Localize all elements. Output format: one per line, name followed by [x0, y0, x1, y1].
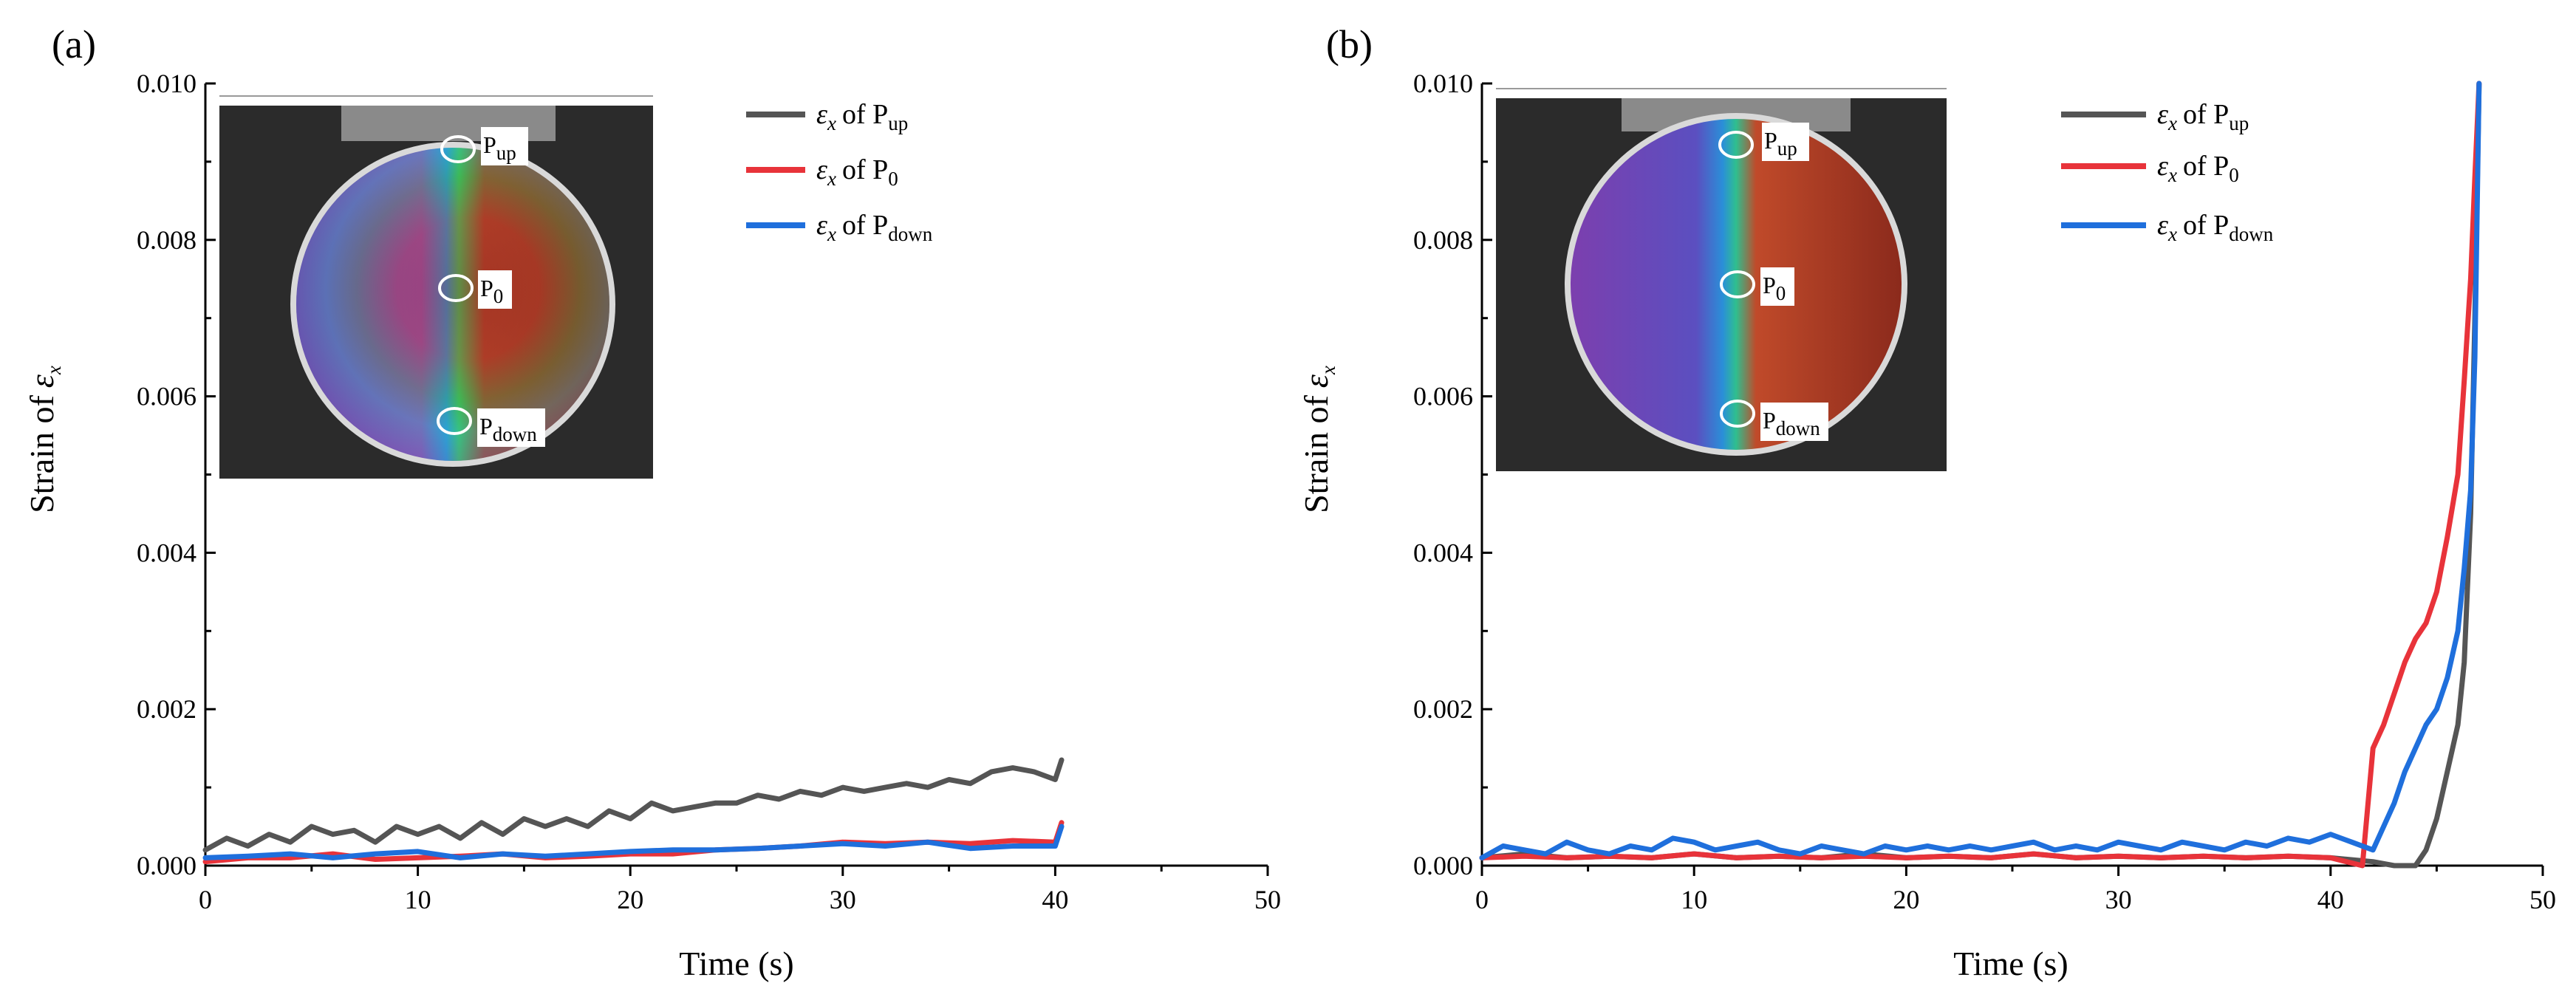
panel-label: (a) [52, 22, 96, 66]
y-tick-label: 0.008 [1413, 225, 1473, 255]
y-axis-title: Strain ofεx [23, 366, 65, 513]
x-axis-title: Time (s) [679, 945, 794, 982]
legend: εx of Pup εx of P0 εx of Pdown [746, 99, 933, 245]
svg-text:Pup: Pup [1764, 127, 1797, 160]
inset-marker-0: P0 [438, 270, 512, 309]
y-tick-label: 0.006 [1413, 382, 1473, 411]
y-tick-label: 0.000 [137, 851, 197, 880]
y-tick-label: 0.002 [1413, 694, 1473, 724]
inset-marker-up: Pup [1718, 123, 1809, 161]
legend-item-0: εx of P0 [746, 154, 898, 190]
y-tick-label: 0.006 [137, 382, 197, 411]
plot-area-b: 0.000 0.002 0.004 0.006 0.008 0.010 0 10 20 30 40 5… [1413, 69, 2556, 914]
x-tick-label: 0 [1475, 885, 1489, 914]
inset-marker-down: Pdown [437, 407, 545, 447]
legend-item-0: εx of P0 [2061, 151, 2239, 186]
x-tick-label: 50 [1254, 885, 1281, 914]
x-tick-label: 10 [1681, 885, 1707, 914]
y-axis-title: Strain ofεx [1297, 366, 1339, 513]
legend-item-up: εx of Pup [746, 99, 908, 134]
series-line-2 [1479, 81, 2482, 860]
series-line-1 [1479, 81, 2482, 869]
svg-text:Pdown: Pdown [479, 413, 537, 445]
x-axis-title: Time (s) [1953, 945, 2068, 982]
x-tick-label: 40 [2317, 885, 2344, 914]
inset-dic-image: Pup P0 Pdown [1496, 88, 1947, 471]
svg-text:Pdown: Pdown [1763, 407, 1820, 439]
plot-area-a: 0.000 0.002 0.004 0.006 0.008 0.010 0 10 20 30 40 5… [137, 69, 1281, 914]
x-tick-label: 0 [199, 885, 212, 914]
y-tick-label: 0.010 [1413, 69, 1473, 98]
panel-b: (b) Pup P0 Pdown [1297, 22, 2556, 982]
panel-a: (a) Pup P0 Pdown [23, 22, 1281, 982]
x-tick-label: 10 [405, 885, 431, 914]
x-tick-label: 30 [2105, 885, 2132, 914]
inset-marker-down: Pdown [1720, 400, 1828, 441]
svg-text:P0: P0 [480, 275, 503, 307]
x-tick-label: 20 [1893, 885, 1919, 914]
inset-marker-0: P0 [1720, 267, 1794, 306]
inset-dic-image: Pup P0 Pdown [219, 95, 653, 479]
x-tick-label: 20 [617, 885, 643, 914]
y-tick-label: 0.010 [137, 69, 197, 98]
legend-item-down: εx of Pdown [2061, 210, 2274, 245]
legend: εx of Pup εx of P0 εx of Pdown [2061, 99, 2274, 245]
y-tick-label: 0.004 [137, 538, 197, 567]
legend-item-down: εx of Pdown [746, 210, 933, 245]
panel-label: (b) [1326, 22, 1373, 66]
x-tick-label: 50 [2529, 885, 2556, 914]
svg-text:Pup: Pup [483, 131, 516, 164]
series-line-2 [202, 824, 1065, 860]
x-tick-label: 30 [830, 885, 856, 914]
x-tick-label: 40 [1042, 885, 1068, 914]
y-tick-label: 0.008 [137, 225, 197, 255]
inset-marker-up: Pup [440, 127, 528, 165]
y-tick-label: 0.000 [1413, 851, 1473, 880]
series-line-0 [202, 757, 1065, 853]
svg-text:P0: P0 [1763, 272, 1786, 304]
legend-item-up: εx of Pup [2061, 99, 2249, 134]
y-tick-label: 0.002 [137, 694, 197, 724]
y-tick-label: 0.004 [1413, 538, 1473, 567]
